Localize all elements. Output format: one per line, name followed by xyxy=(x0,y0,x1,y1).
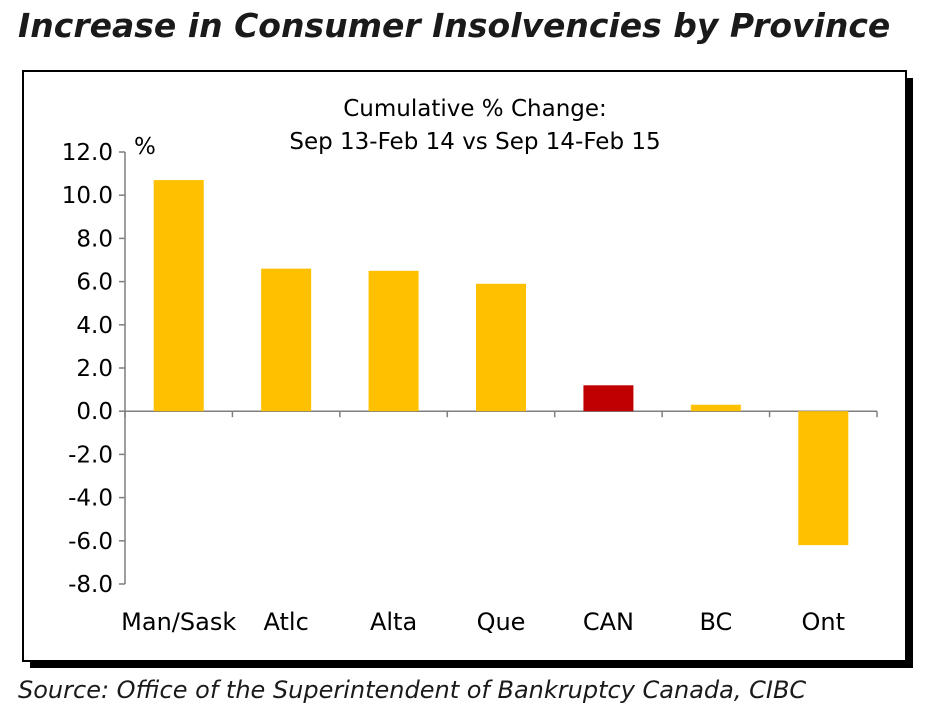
bar-que xyxy=(476,283,526,412)
y-tick-label: 0.0 xyxy=(76,399,113,425)
x-category-label: Que xyxy=(477,608,526,636)
bar-atlc xyxy=(261,268,312,412)
y-tick-label: 12.0 xyxy=(62,140,113,166)
y-tick-label: 4.0 xyxy=(76,313,113,339)
source-note: Source: Office of the Superintendent of … xyxy=(18,676,807,704)
bar-man-sask xyxy=(153,180,204,412)
bar-ont xyxy=(798,411,849,546)
chart-title: Cumulative % Change: xyxy=(343,96,607,122)
y-tick-label: -4.0 xyxy=(68,486,113,512)
y-tick-label: 8.0 xyxy=(76,226,113,252)
bar-can xyxy=(583,385,634,412)
x-category-label: BC xyxy=(699,608,732,636)
bar-alta xyxy=(368,270,419,412)
chart-subtitle: Sep 13-Feb 14 vs Sep 14-Feb 15 xyxy=(289,129,660,155)
x-category-label: CAN xyxy=(583,608,634,636)
page-title: Increase in Consumer Insolvencies by Pro… xyxy=(18,6,891,45)
y-tick-label: -8.0 xyxy=(68,572,113,598)
plot-area: 12.0 10.0 8.0 6.0 4.0 2.0 0.0 -2.0 -4.0 -6.0 -8.0 M… xyxy=(62,140,878,636)
y-tick-label: 6.0 xyxy=(76,270,113,296)
y-tick-label: -2.0 xyxy=(68,442,113,468)
x-category-label: Ont xyxy=(802,608,846,636)
y-axis-unit-label: % xyxy=(134,134,156,160)
y-tick-label: 10.0 xyxy=(62,183,113,209)
x-category-label: Man/Sask xyxy=(121,608,236,636)
x-category-label: Atlc xyxy=(264,608,309,636)
y-tick-label: -6.0 xyxy=(68,529,113,555)
x-category-label: Alta xyxy=(370,608,417,636)
bar-bc xyxy=(690,404,741,412)
y-tick-label: 2.0 xyxy=(76,356,113,382)
